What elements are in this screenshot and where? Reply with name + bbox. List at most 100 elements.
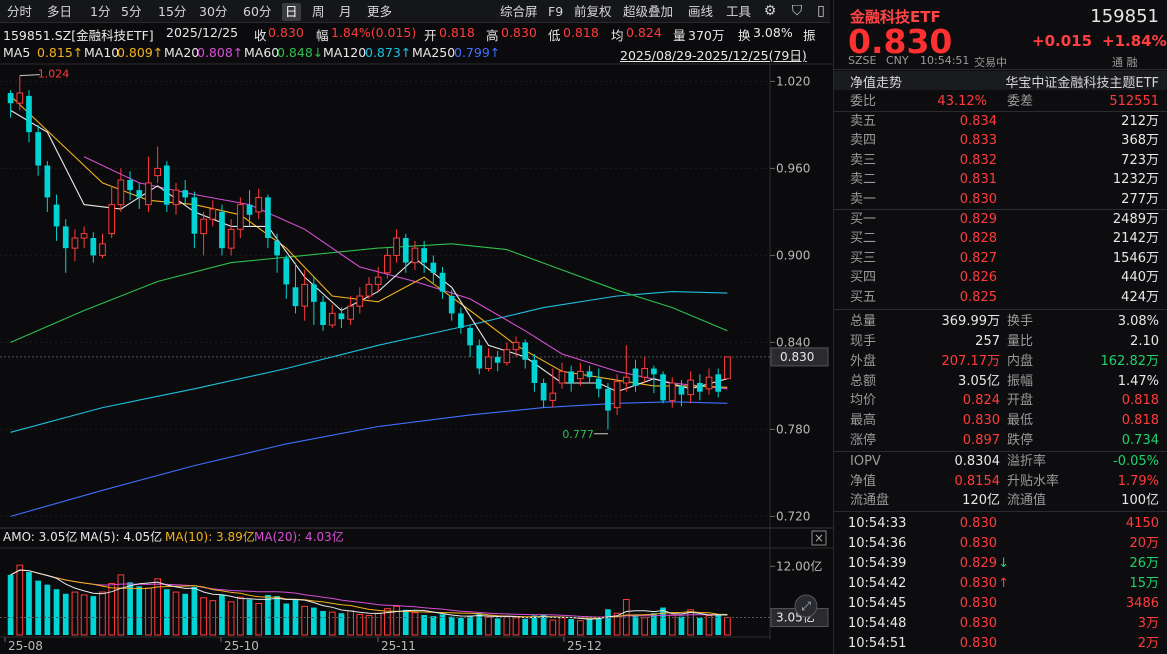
period-tab-6[interactable]: 60分 <box>243 4 272 19</box>
stat-label-2: 换手 <box>1007 314 1034 329</box>
period-tab-10[interactable]: 更多 <box>367 4 393 19</box>
ask-volume: 212万 <box>1121 114 1159 129</box>
fund-stat-label: 净值 <box>850 474 877 489</box>
tick-volume: 2万 <box>1137 636 1159 651</box>
vol-ma5-line <box>10 569 728 620</box>
ask-label: 卖五 <box>850 114 877 129</box>
gear-icon[interactable]: ⚙ <box>763 3 777 19</box>
stat-label-2: 量比 <box>1007 334 1034 349</box>
ma120-value: 0.873↑ <box>365 45 412 60</box>
volume-bar-17 <box>163 589 170 635</box>
period-tab-2[interactable]: 1分 <box>90 4 111 19</box>
volume-close-box <box>811 530 827 546</box>
up-arrow-icon: ↑ <box>998 576 1009 591</box>
period-tab-8[interactable]: 周 <box>312 4 325 19</box>
volume-bar-27 <box>255 603 263 636</box>
fund-full-name: 华宝中证金融科技主题ETF <box>1005 76 1159 91</box>
tool-button-1[interactable]: F9 <box>548 4 564 19</box>
volume-bar-59 <box>549 619 557 636</box>
ma20-value: 0.808↑ <box>197 45 244 60</box>
stat-value: 257 <box>975 334 1000 349</box>
nav-trend-label[interactable]: 净值走势 <box>850 76 903 91</box>
vol-ma20-label: MA(20): 4.03亿 <box>254 529 344 544</box>
candle-body-54 <box>503 349 511 364</box>
date-range[interactable]: 2025/08/29-2025/12/25(79日) <box>620 48 807 63</box>
candle-body-27 <box>255 196 263 213</box>
period-tab-9[interactable]: 月 <box>339 4 352 19</box>
volume-bar-33 <box>311 607 317 635</box>
ma5-label: MA5 <box>3 45 31 60</box>
ma10-line <box>10 95 728 388</box>
ask-row-4: 卖一 0.830 277万 <box>834 190 1167 209</box>
ask-price: 0.834 <box>959 114 997 129</box>
candle-body-21 <box>200 218 207 235</box>
volume-bar-50 <box>467 615 473 635</box>
y-tick-label-1: 0.960 <box>776 161 810 175</box>
volume-bar-75 <box>696 617 703 635</box>
ask-volume: 277万 <box>1121 192 1159 207</box>
tool-button-4[interactable]: 画线 <box>688 4 714 19</box>
volume-bar-46 <box>430 616 437 635</box>
period-tab-0[interactable]: 分时 <box>7 4 33 19</box>
stat-value: 207.17万 <box>941 354 1001 369</box>
volume-bar-58 <box>540 614 547 635</box>
volume-bar-4 <box>44 584 51 635</box>
bid-price: 0.828 <box>959 231 997 246</box>
candle-body-5 <box>53 204 60 227</box>
ma250-value: 0.799↑ <box>454 45 501 60</box>
tick-volume: 20万 <box>1129 536 1159 551</box>
y-tick-label-5: 0.720 <box>776 509 810 523</box>
ask-price: 0.830 <box>959 192 997 207</box>
period-tab-4[interactable]: 15分 <box>158 4 187 19</box>
candle-body-2 <box>26 95 32 133</box>
tool-button-3[interactable]: 超级叠加 <box>623 4 674 19</box>
high-label: 高 <box>486 28 499 43</box>
tool-button-5[interactable]: 工具 <box>726 4 752 19</box>
shield-icon[interactable]: ⛉ <box>791 3 803 19</box>
volume-bar-41 <box>384 608 391 636</box>
kline-chart[interactable]: 1.020 0.960 0.900 0.840 0.780 0.720 0.830 1.024… <box>0 0 833 654</box>
open-label: 开 <box>424 28 437 43</box>
candle-body-18 <box>172 189 180 206</box>
tick-time: 10:54:48 <box>848 616 907 631</box>
candle-body-32 <box>301 283 309 307</box>
period-tab-7[interactable]: 日 <box>282 3 301 21</box>
period-tab-3[interactable]: 5分 <box>121 4 142 19</box>
volume-bar-42 <box>393 605 400 636</box>
tool-button-0[interactable]: 综合屏 <box>500 4 538 19</box>
vol-value: 370万 <box>688 28 725 43</box>
tool-button-2[interactable]: 前复权 <box>574 4 612 19</box>
tick-price: 0.830 <box>959 516 997 531</box>
x-tick-label-1: 25-10 <box>224 639 259 653</box>
y-tick-label-3: 0.840 <box>776 335 810 349</box>
bid-price: 0.826 <box>959 270 997 285</box>
bid-label: 买五 <box>850 290 877 305</box>
fund-stat-label-2: 流通值 <box>1007 493 1047 508</box>
tick-volume: 3万 <box>1137 616 1159 631</box>
nav-trend-bar[interactable]: 净值走势 华宝中证金融科技主题ETF <box>834 71 1167 91</box>
ask-price: 0.833 <box>959 133 997 148</box>
tick-volume: 3486 <box>1125 596 1159 611</box>
amplitude-label: 振 <box>803 28 816 43</box>
period-tab-1[interactable]: 多日 <box>47 4 73 19</box>
tick-row-5: 10:54:48 0.830 3万 <box>834 614 1167 633</box>
bid-price: 0.829 <box>959 212 997 227</box>
fund-stat-value: 120亿 <box>962 493 1000 508</box>
volume-bar-49 <box>458 617 464 635</box>
candle-body-36 <box>338 313 345 320</box>
tick-price: 0.830 <box>959 576 997 591</box>
period-tab-5[interactable]: 30分 <box>199 4 228 19</box>
candle-body-6 <box>62 226 69 249</box>
bid-label: 买四 <box>850 270 877 285</box>
volume-bar-9 <box>90 596 97 635</box>
ma250-label: MA250 <box>412 45 456 60</box>
bid-row-1: 买二 0.828 2142万 <box>834 229 1167 248</box>
tick-time: 10:54:39 <box>848 556 907 571</box>
panel-toggle-icon[interactable]: ▯ <box>817 3 825 19</box>
volume-bar-2 <box>26 572 32 635</box>
candle-body-39 <box>365 283 373 297</box>
stat-value: 3.05亿 <box>958 374 1000 389</box>
candle-body-77 <box>715 374 722 392</box>
fund-stat-row-1: 净值 0.8154 升贴水率 1.79% <box>834 472 1167 491</box>
tick-price: 0.829 <box>959 556 997 571</box>
